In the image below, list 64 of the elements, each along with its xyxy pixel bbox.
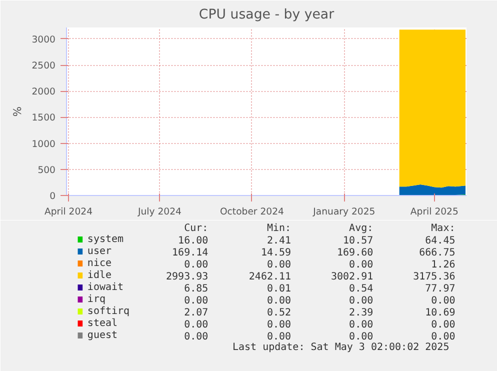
legend-label: softirq: [87, 306, 130, 317]
legend-label: user: [87, 246, 112, 257]
text: 169.14: [172, 248, 208, 258]
text: 0.00: [184, 296, 208, 306]
text: 666.75: [419, 248, 456, 258]
text: 0.00: [184, 332, 208, 342]
text: 0.01: [266, 284, 292, 294]
text: 0.00: [266, 320, 292, 330]
chart-title: CPU usage - by year: [198, 8, 335, 22]
text: Min:: [266, 223, 292, 234]
y-axis-title: %: [10, 106, 24, 117]
text: 0.00: [349, 320, 374, 330]
text: 3002.91: [330, 272, 374, 282]
x-tick-label: April 2024: [44, 206, 93, 218]
x-tick-label: January 2025: [312, 206, 376, 218]
y-tick-label: 0: [50, 191, 56, 202]
text: 2.07: [184, 308, 208, 318]
legend-label: idle: [87, 270, 112, 281]
y-tick-label: 2000: [32, 86, 56, 98]
text: 10.57: [343, 236, 374, 246]
text: 77.97: [425, 284, 456, 294]
text: 6.85: [184, 284, 208, 294]
text: 2462.11: [248, 272, 292, 282]
legend-label: iowait: [87, 282, 124, 293]
text: 0.54: [349, 284, 374, 294]
legend-label: steal: [87, 318, 118, 329]
y-tick-label: 1500: [32, 112, 56, 124]
text: 0.00: [349, 332, 374, 342]
legend-label: nice: [87, 258, 112, 269]
x-tick-label: April 2025: [410, 206, 458, 218]
text: 2.41: [266, 236, 292, 246]
text: 1.26: [431, 260, 456, 270]
text: 14.59: [260, 248, 292, 258]
y-tick-label: 2500: [32, 60, 56, 72]
text: 0.00: [349, 260, 374, 270]
x-tick-label: July 2024: [136, 206, 182, 218]
legend-label: system: [87, 234, 124, 245]
legend-label: guest: [87, 330, 118, 341]
text: 2993.93: [166, 272, 208, 282]
y-tick-label: 3000: [32, 34, 56, 46]
text: 3175.36: [413, 272, 456, 282]
text: 0.00: [431, 296, 456, 306]
text: 0.00: [266, 332, 292, 342]
text: 10.69: [425, 308, 456, 318]
text: 0.00: [266, 260, 292, 270]
text: Cur:: [184, 223, 208, 234]
text: 64.45: [425, 236, 456, 246]
legend-label: irq: [87, 294, 106, 305]
text: 0.00: [184, 320, 208, 330]
text: 2.39: [349, 308, 374, 318]
text: 0.52: [266, 308, 292, 318]
text: Avg:: [349, 223, 374, 234]
text: 0.00: [431, 320, 456, 330]
x-tick-label: October 2024: [220, 206, 284, 218]
text: Max:: [431, 223, 456, 234]
text: Last update: Sat May 3 02:00:02 2025: [232, 342, 450, 353]
text: 0.00: [349, 296, 374, 306]
text: 0.00: [266, 296, 292, 306]
text: 0.00: [431, 332, 456, 342]
text: 0.00: [184, 260, 208, 270]
text: 16.00: [178, 236, 208, 246]
y-tick-label: 1000: [32, 138, 56, 150]
y-tick-label: 500: [38, 164, 56, 176]
text: 169.60: [337, 248, 374, 258]
